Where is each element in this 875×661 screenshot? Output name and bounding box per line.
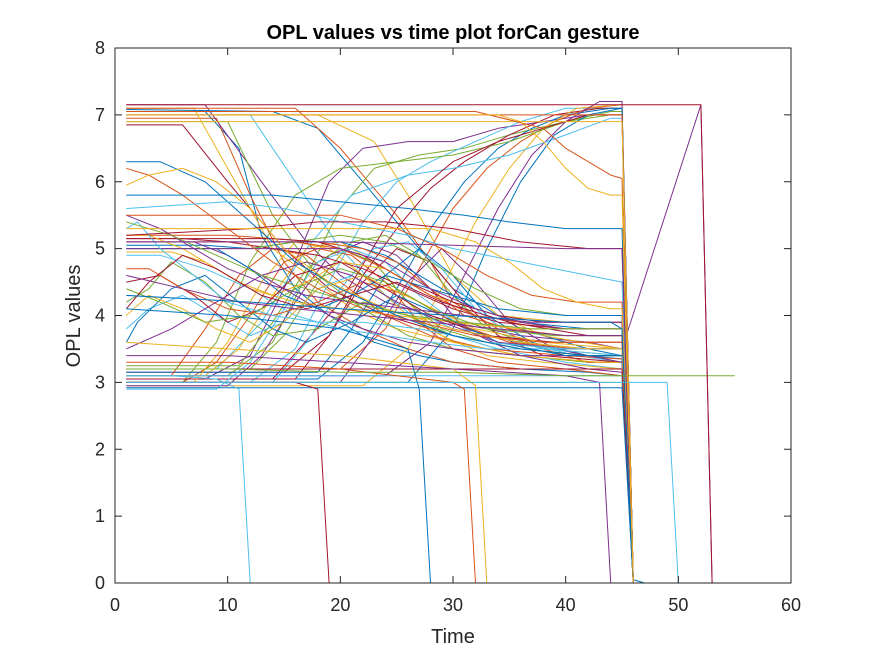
y-tick-label-1: 1: [95, 506, 105, 526]
series-line-16: [126, 104, 634, 584]
series-line-23: [126, 248, 634, 584]
x-tick-label-0: 0: [110, 595, 120, 615]
series-line-81: [126, 355, 634, 584]
y-tick-label-0: 0: [95, 573, 105, 593]
series-line-71: [126, 387, 634, 584]
chart-title: OPL values vs time plot forCan gesture: [266, 22, 639, 44]
series-line-62: [126, 201, 634, 584]
series-line-57: [126, 161, 634, 584]
series-line-66: [126, 228, 634, 584]
series-line-50: [125, 274, 634, 584]
series-line-65: [126, 214, 634, 584]
series-line-59: [126, 167, 634, 584]
y-axis-label: OPL values: [63, 265, 85, 368]
series-line-13: [126, 107, 634, 584]
x-tick-label-10: 10: [218, 595, 238, 615]
series-line-61: [126, 221, 634, 584]
series-line-87: [126, 114, 634, 584]
x-tick-label-30: 30: [443, 595, 463, 615]
series-line-22: [126, 107, 634, 584]
series-line-74: [126, 241, 634, 584]
series-line-6: [126, 114, 634, 584]
y-tick-label-3: 3: [95, 372, 105, 392]
series-line-17: [126, 104, 634, 584]
series-layer: [125, 101, 735, 584]
series-line-34: [126, 248, 634, 584]
series-line-20: [126, 117, 634, 584]
series-line-86: [126, 111, 634, 584]
y-tick-label-7: 7: [95, 105, 105, 125]
tick-layer: 0 10 20 30 40 50 60 0 1 2 3 4 5 6 7 8: [95, 38, 801, 615]
x-tick-label-20: 20: [330, 595, 350, 615]
series-line-85: [126, 294, 634, 584]
y-tick-label-2: 2: [95, 439, 105, 459]
series-line-18: [126, 101, 634, 584]
x-axis-label: Time: [431, 626, 475, 648]
series-line-83: [126, 381, 735, 584]
series-line-73: [126, 121, 634, 584]
series-line-55: [126, 221, 634, 584]
x-tick-label-40: 40: [556, 595, 576, 615]
x-tick-label-60: 60: [781, 595, 801, 615]
series-line-15: [126, 107, 634, 584]
series-line-19: [126, 111, 634, 584]
series-line-67: [126, 274, 634, 584]
series-line-82: [126, 368, 735, 377]
x-tick-label-50: 50: [668, 595, 688, 615]
y-tick-label-6: 6: [95, 172, 105, 192]
series-line-84: [126, 104, 735, 584]
series-line-14: [126, 107, 634, 584]
series-line-64: [126, 194, 634, 584]
y-tick-label-4: 4: [95, 306, 105, 326]
y-tick-label-5: 5: [95, 239, 105, 259]
y-tick-label-8: 8: [95, 38, 105, 58]
